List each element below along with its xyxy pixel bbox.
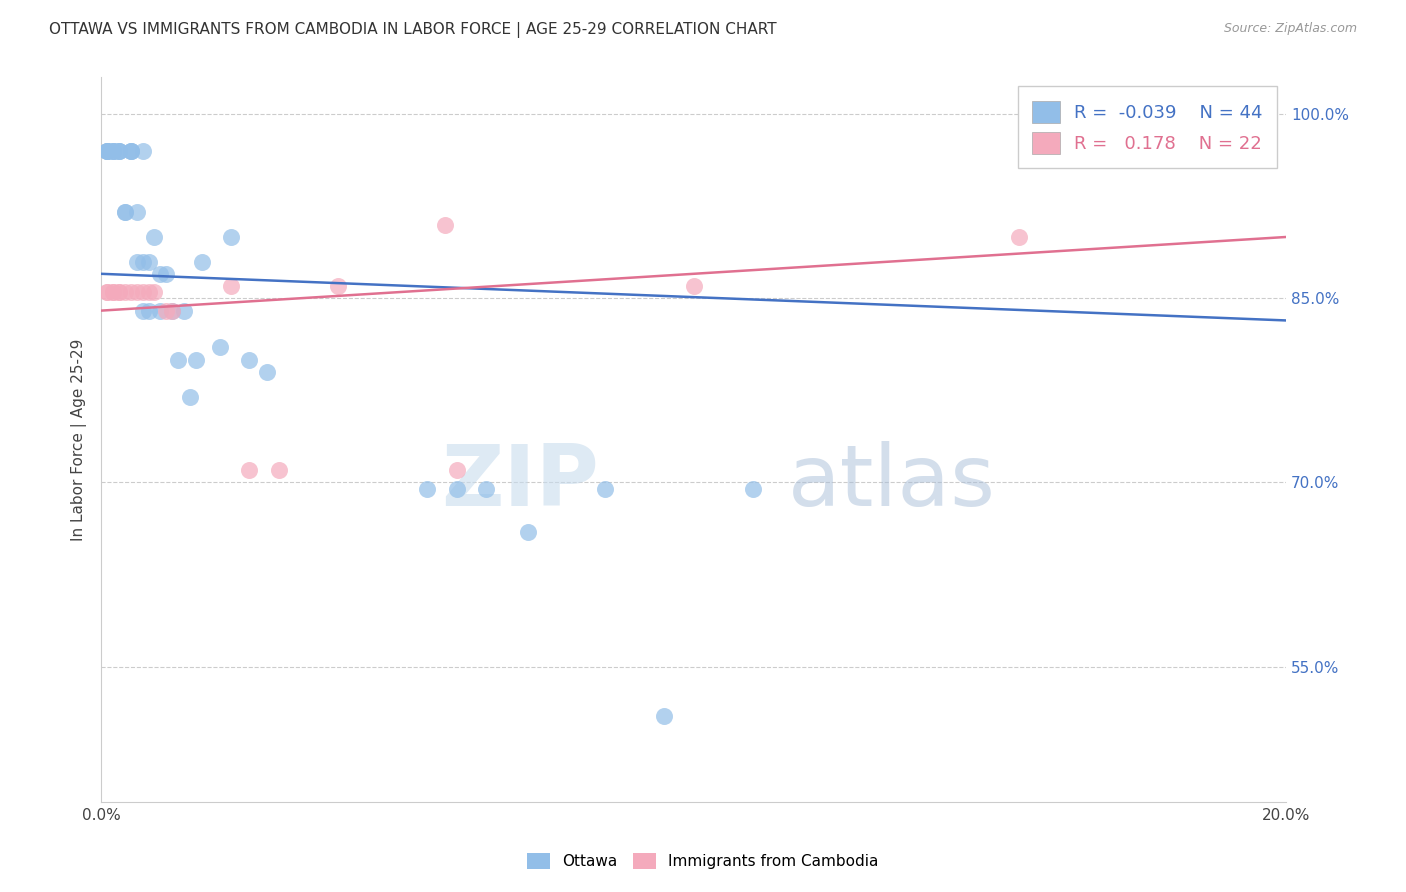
Point xyxy=(96,144,118,158)
Point xyxy=(138,285,160,300)
Point xyxy=(446,482,468,496)
Point xyxy=(125,254,148,268)
Point xyxy=(96,144,118,158)
Point xyxy=(741,482,763,496)
Point xyxy=(120,144,142,158)
Point xyxy=(1008,230,1031,244)
Point xyxy=(120,144,142,158)
Point xyxy=(238,352,260,367)
Text: atlas: atlas xyxy=(789,442,997,524)
Point xyxy=(138,303,160,318)
Point xyxy=(138,254,160,268)
Point xyxy=(256,365,278,379)
Point xyxy=(108,285,131,300)
Point xyxy=(101,144,124,158)
Point xyxy=(101,285,124,300)
Point xyxy=(96,144,118,158)
Point xyxy=(96,285,118,300)
Point xyxy=(101,285,124,300)
Point xyxy=(131,144,153,158)
Point xyxy=(149,303,172,318)
Point xyxy=(101,144,124,158)
Y-axis label: In Labor Force | Age 25-29: In Labor Force | Age 25-29 xyxy=(72,338,87,541)
Point xyxy=(326,279,349,293)
Point xyxy=(160,303,183,318)
Legend: Ottawa, Immigrants from Cambodia: Ottawa, Immigrants from Cambodia xyxy=(522,847,884,875)
Point xyxy=(208,341,231,355)
Point xyxy=(221,230,243,244)
Point xyxy=(167,352,190,367)
Point xyxy=(96,285,118,300)
Point xyxy=(184,352,207,367)
Point xyxy=(179,390,201,404)
Point xyxy=(155,267,177,281)
Point xyxy=(101,144,124,158)
Point xyxy=(108,144,131,158)
Text: OTTAWA VS IMMIGRANTS FROM CAMBODIA IN LABOR FORCE | AGE 25-29 CORRELATION CHART: OTTAWA VS IMMIGRANTS FROM CAMBODIA IN LA… xyxy=(49,22,778,38)
Text: Source: ZipAtlas.com: Source: ZipAtlas.com xyxy=(1223,22,1357,36)
Text: ZIP: ZIP xyxy=(441,442,599,524)
Point xyxy=(114,205,136,219)
Point xyxy=(475,482,498,496)
Point xyxy=(114,205,136,219)
Point xyxy=(652,708,675,723)
Point xyxy=(433,218,456,232)
Point xyxy=(160,303,183,318)
Point xyxy=(125,205,148,219)
Point xyxy=(125,285,148,300)
Point xyxy=(593,482,616,496)
Point xyxy=(191,254,214,268)
Point xyxy=(416,482,439,496)
Point xyxy=(131,303,153,318)
Point xyxy=(96,144,118,158)
Point xyxy=(114,285,136,300)
Point xyxy=(446,463,468,477)
Point xyxy=(120,285,142,300)
Point xyxy=(267,463,290,477)
Point xyxy=(120,144,142,158)
Point xyxy=(173,303,195,318)
Point xyxy=(143,285,166,300)
Point xyxy=(682,279,704,293)
Point xyxy=(516,524,538,539)
Point xyxy=(1246,107,1268,121)
Point xyxy=(131,254,153,268)
Point xyxy=(108,144,131,158)
Point xyxy=(149,267,172,281)
Legend: R =  -0.039    N = 44, R =   0.178    N = 22: R = -0.039 N = 44, R = 0.178 N = 22 xyxy=(1018,87,1277,169)
Point xyxy=(108,144,131,158)
Point xyxy=(143,230,166,244)
Point xyxy=(221,279,243,293)
Point xyxy=(155,303,177,318)
Point xyxy=(238,463,260,477)
Point xyxy=(108,285,131,300)
Point xyxy=(131,285,153,300)
